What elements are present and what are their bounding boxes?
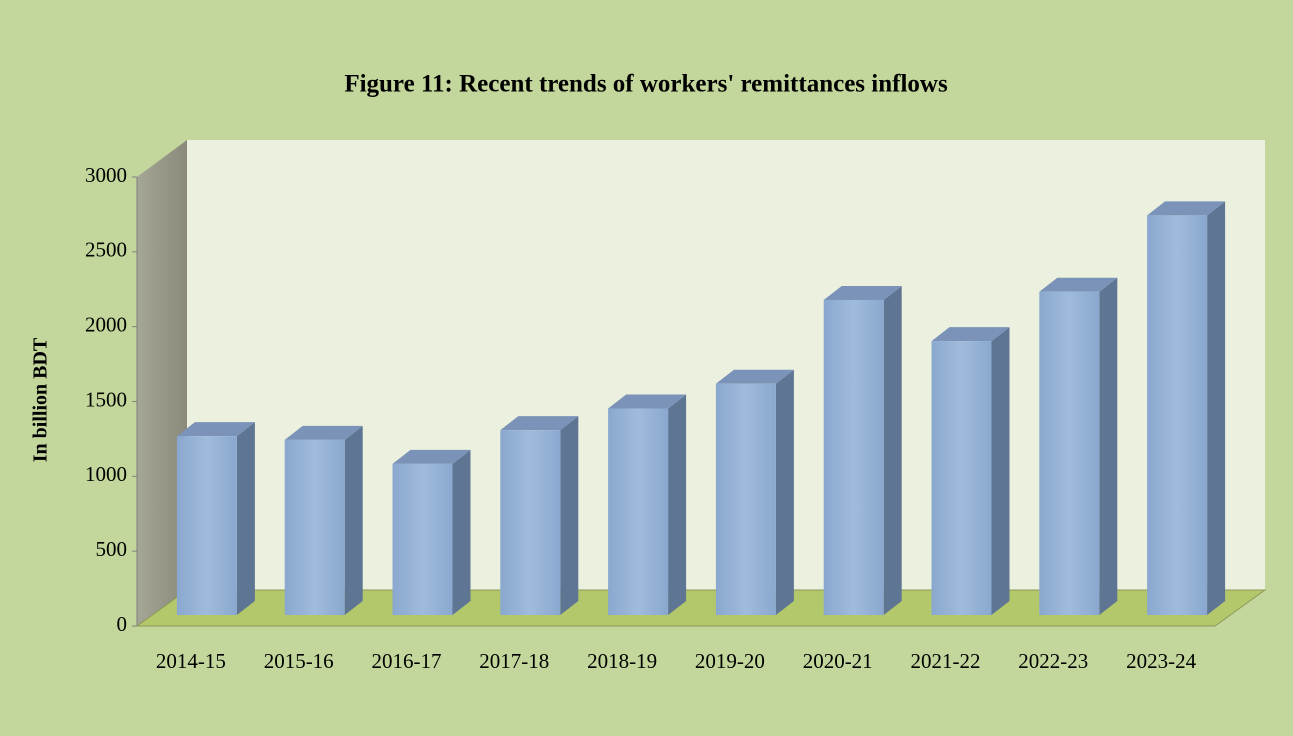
- x-tick-label: 2018-19: [587, 649, 657, 673]
- y-tick-label: 1500: [85, 387, 127, 411]
- side-wall: [137, 140, 187, 626]
- x-tick-label: 2023-24: [1126, 649, 1196, 673]
- bar: [284, 439, 345, 615]
- x-tick-label: 2015-16: [264, 649, 334, 673]
- x-tick-label: 2017-18: [479, 649, 549, 673]
- y-axis-label: In billion BDT: [30, 337, 52, 462]
- bar-side: [560, 416, 579, 615]
- x-tick-label: 2019-20: [695, 649, 765, 673]
- bar-side: [344, 425, 363, 615]
- bar-side: [991, 327, 1010, 615]
- x-tick-label: 2014-15: [156, 649, 226, 673]
- bar: [392, 463, 453, 615]
- y-tick-label: 500: [96, 537, 128, 561]
- bar-top: [500, 416, 579, 431]
- y-tick-label: 2000: [85, 312, 127, 336]
- bar: [715, 383, 776, 615]
- y-tick-label: 3000: [85, 163, 127, 187]
- bar-top: [823, 285, 902, 300]
- bar-side: [775, 369, 794, 615]
- bar: [176, 436, 237, 615]
- bar: [1147, 215, 1208, 615]
- x-tick-label: 2022-23: [1018, 649, 1088, 673]
- y-tick-label: 0: [117, 612, 128, 636]
- bar-top: [392, 449, 471, 464]
- bar-top: [1039, 277, 1118, 292]
- bar: [500, 430, 561, 615]
- bar-top: [1147, 201, 1226, 216]
- bar-side: [1099, 277, 1118, 615]
- bar-side: [668, 394, 687, 615]
- bar-top: [715, 369, 794, 384]
- x-tick-label: 2016-17: [372, 649, 442, 673]
- chart-title: Figure 11: Recent trends of workers' rem…: [344, 71, 948, 98]
- x-tick-label: 2021-22: [911, 649, 981, 673]
- bar-top: [176, 422, 255, 437]
- bar-top: [608, 394, 687, 409]
- bar: [823, 299, 884, 615]
- bar: [608, 408, 669, 615]
- bar-top: [284, 425, 363, 440]
- x-tick-label: 2020-21: [803, 649, 873, 673]
- bar-side: [883, 285, 902, 615]
- bar-side: [452, 449, 471, 615]
- bar-side: [1207, 201, 1226, 615]
- y-tick-label: 1000: [85, 462, 127, 486]
- y-tick-label: 2500: [85, 238, 127, 262]
- bar: [1039, 291, 1100, 615]
- bar-top: [931, 327, 1010, 342]
- bar-side: [236, 422, 255, 615]
- bar: [931, 341, 992, 615]
